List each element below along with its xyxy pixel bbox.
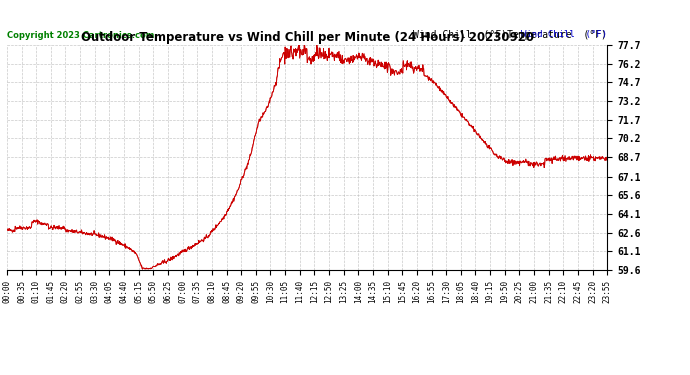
Text: Wind Chill  (°F): Wind Chill (°F) xyxy=(521,30,607,39)
Text: Copyright 2023 Cartronics.com: Copyright 2023 Cartronics.com xyxy=(7,32,155,40)
Title: Outdoor Temperature vs Wind Chill per Minute (24 Hours) 20230920: Outdoor Temperature vs Wind Chill per Mi… xyxy=(81,31,533,44)
Text: Wind Chill  (°F)Temperature  (°F): Wind Chill (°F)Temperature (°F) xyxy=(413,30,607,40)
